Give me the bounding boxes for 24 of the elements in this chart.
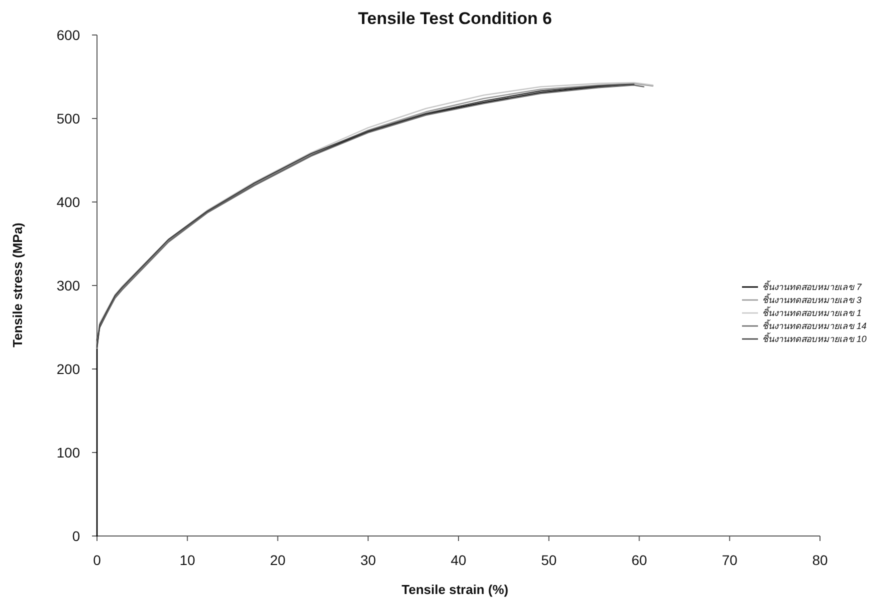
x-tick-label: 10 xyxy=(180,552,196,568)
y-tick-label: 300 xyxy=(56,278,80,294)
x-tick-label: 50 xyxy=(541,552,557,568)
x-tick-label: 20 xyxy=(270,552,286,568)
x-axis-title: Tensile strain (%) xyxy=(402,582,508,597)
x-tick-label: 80 xyxy=(812,552,828,568)
x-tick-label: 0 xyxy=(93,552,102,568)
y-tick-label: 200 xyxy=(56,361,80,377)
legend-label: ชิ้นงานทดสอบหมายเลข 14 xyxy=(762,319,867,331)
y-tick-label: 600 xyxy=(56,27,80,43)
x-tick-label: 40 xyxy=(450,552,466,568)
y-tick-label: 100 xyxy=(56,444,80,460)
y-tick-label: 400 xyxy=(56,194,80,210)
legend-label: ชิ้นงานทดสอบหมายเลข 3 xyxy=(762,293,862,305)
x-tick-label: 60 xyxy=(631,552,648,568)
chart-title: Tensile Test Condition 6 xyxy=(358,9,552,28)
y-tick-label: 0 xyxy=(72,528,80,544)
y-axis-title: Tensile stress (MPa) xyxy=(10,222,25,348)
x-tick-label: 30 xyxy=(360,552,376,568)
x-tick-label: 70 xyxy=(722,552,738,568)
legend-label: ชิ้นงานทดสอบหมายเลข 10 xyxy=(762,332,867,344)
y-tick-label: 500 xyxy=(56,110,80,126)
legend-label: ชิ้นงานทดสอบหมายเลข 7 xyxy=(762,280,862,292)
legend-label: ชิ้นงานทดสอบหมายเลข 1 xyxy=(762,306,862,318)
